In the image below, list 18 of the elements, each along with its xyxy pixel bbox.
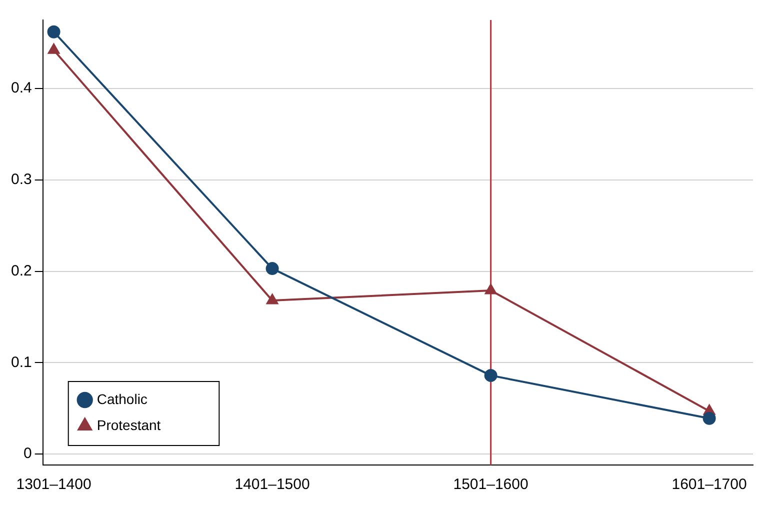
point [266, 294, 278, 304]
y-tick-label: 0.1 [10, 354, 32, 371]
point [702, 412, 716, 425]
point [266, 262, 279, 276]
y-tick-label: 0.2 [10, 262, 32, 280]
x-tick-label: 1501–1600 [453, 476, 528, 494]
point [47, 25, 60, 38]
point [485, 284, 497, 294]
legend-label: Catholic [96, 390, 148, 407]
x-tick-label: 1301–1400 [16, 476, 92, 494]
y-tick-label: 0 [24, 445, 32, 462]
point [484, 368, 498, 382]
y-tick-label: 0.3 [10, 171, 32, 188]
y-tick-label: 0.4 [10, 80, 32, 97]
x-tick-label: 1601–1700 [672, 476, 747, 494]
point [48, 44, 60, 54]
legend-label: Protestant [96, 416, 161, 433]
x-tick-label: 1401–1500 [234, 476, 310, 494]
